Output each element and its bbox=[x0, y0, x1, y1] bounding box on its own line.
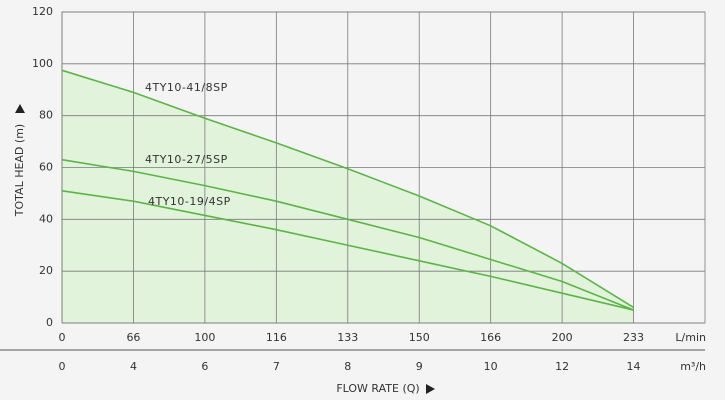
y-axis-label: TOTAL HEAD (m) bbox=[13, 124, 26, 217]
y-tick-label: 20 bbox=[39, 264, 53, 277]
y-tick-label: 80 bbox=[39, 109, 53, 122]
series-label: 4TY10-27/5SP bbox=[145, 153, 228, 166]
x-tick-label: 200 bbox=[552, 331, 573, 344]
y-tick-label: 40 bbox=[39, 212, 53, 225]
y-axis-arrow bbox=[15, 104, 25, 113]
x2-tick-label: 14 bbox=[627, 360, 641, 373]
x-axis-arrow bbox=[426, 384, 435, 394]
y-tick-label: 120 bbox=[32, 5, 53, 18]
series-label: 4TY10-41/8SP bbox=[145, 81, 228, 94]
x2-tick-label: 9 bbox=[416, 360, 423, 373]
series-label: 4TY10-19/4SP bbox=[148, 195, 231, 208]
x-tick-label: 100 bbox=[194, 331, 215, 344]
x2-tick-label: 6 bbox=[201, 360, 208, 373]
x-tick-label: 133 bbox=[337, 331, 358, 344]
series-line bbox=[61, 158, 634, 311]
x-unit-label: L/min bbox=[675, 331, 706, 344]
x-tick-label: 166 bbox=[480, 331, 501, 344]
plot-border bbox=[61, 11, 706, 324]
x2-tick-label: 4 bbox=[130, 360, 137, 373]
x2-tick-label: 8 bbox=[344, 360, 351, 373]
x2-unit-label: m³/h bbox=[680, 360, 706, 373]
x-axis-label: FLOW RATE (Q) bbox=[336, 382, 419, 395]
y-tick-label: 60 bbox=[39, 161, 53, 174]
x2-tick-label: 10 bbox=[484, 360, 498, 373]
series-line bbox=[61, 69, 634, 309]
x-tick-label: 66 bbox=[126, 331, 140, 344]
y-tick-label: 0 bbox=[46, 316, 53, 329]
x-tick-label: 0 bbox=[59, 331, 66, 344]
x2-tick-label: 12 bbox=[555, 360, 569, 373]
x-tick-label: 116 bbox=[266, 331, 287, 344]
x-tick-label: 150 bbox=[409, 331, 430, 344]
x2-tick-label: 0 bbox=[59, 360, 66, 373]
x2-tick-label: 7 bbox=[273, 360, 280, 373]
x-tick-label: 233 bbox=[623, 331, 644, 344]
y-tick-label: 100 bbox=[32, 57, 53, 70]
plot bbox=[61, 11, 706, 324]
series-line bbox=[61, 190, 634, 311]
